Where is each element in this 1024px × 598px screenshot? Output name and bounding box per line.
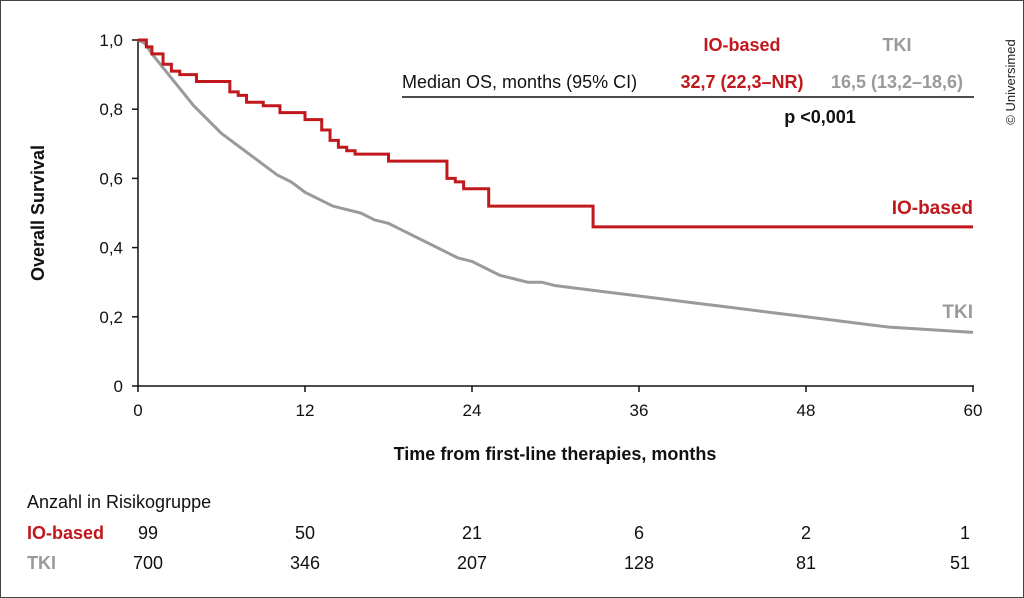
legend-row-label: Median OS, months (95% CI): [402, 72, 637, 92]
copyright: © Universimed: [1003, 39, 1018, 124]
y-tick-label: 0,2: [99, 308, 123, 327]
labels: Overall Survival Time from first-line th…: [27, 35, 1018, 573]
curve-label-io: IO-based: [892, 198, 973, 219]
risk-count: 346: [290, 553, 320, 573]
risk-count: 128: [624, 553, 654, 573]
risk-count: 99: [138, 523, 158, 543]
x-tick-label: 0: [133, 401, 142, 420]
legend-io-value: 32,7 (22,3–NR): [680, 72, 803, 92]
curves: [137, 38, 974, 334]
risk-count: 81: [796, 553, 816, 573]
risk-count: 51: [950, 553, 970, 573]
risk-table-title: Anzahl in Risikogruppe: [27, 492, 211, 512]
x-tick-label: 36: [630, 401, 649, 420]
risk-count: 207: [457, 553, 487, 573]
series-line-tki: [137, 38, 974, 334]
x-tick-label: 12: [296, 401, 315, 420]
y-axis-label: Overall Survival: [28, 145, 48, 281]
legend-header-io: IO-based: [703, 35, 780, 55]
legend-header-tki: TKI: [883, 35, 912, 55]
x-tick-label: 60: [964, 401, 983, 420]
x-tick-label: 24: [463, 401, 482, 420]
risk-row-label-tki: TKI: [27, 553, 56, 573]
y-tick-label: 0,8: [99, 100, 123, 119]
p-value: p <0,001: [784, 107, 856, 127]
risk-count: 6: [634, 523, 644, 543]
y-tick-label: 0: [114, 377, 123, 396]
risk-count: 700: [133, 553, 163, 573]
risk-count: 2: [801, 523, 811, 543]
series-line-io-based: [138, 38, 973, 229]
risk-count: 1: [960, 523, 970, 543]
axes: 0 12 24 36 48 60 0 0,2 0,4 0,6 0,8 1,0: [99, 31, 982, 420]
y-tick-label: 1,0: [99, 31, 123, 50]
risk-count: 50: [295, 523, 315, 543]
legend-tki-value: 16,5 (13,2–18,6): [831, 72, 963, 92]
x-axis-label: Time from first-line therapies, months: [394, 444, 717, 464]
curve-label-tki: TKI: [942, 302, 973, 323]
risk-count: 21: [462, 523, 482, 543]
y-tick-label: 0,4: [99, 239, 123, 258]
risk-row-label-io: IO-based: [27, 523, 104, 543]
y-tick-label: 0,6: [99, 169, 123, 188]
x-tick-label: 48: [797, 401, 816, 420]
